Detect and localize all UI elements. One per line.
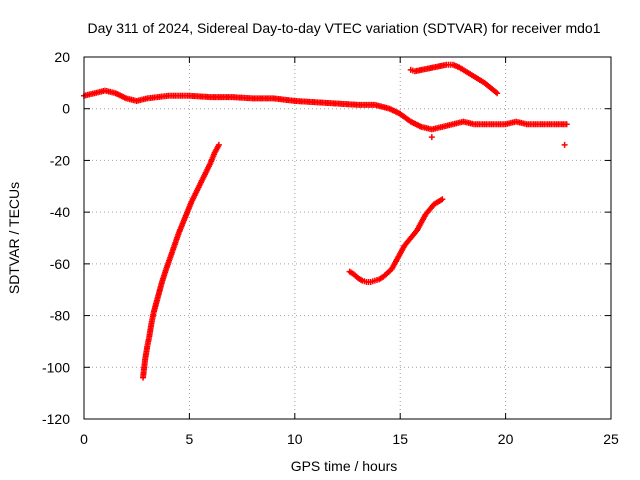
- x-tick-label: 25: [603, 431, 619, 447]
- series-rising-track-1: [140, 141, 222, 381]
- y-axis-label: SDTVAR / TECUs: [6, 182, 22, 294]
- data-point: [561, 141, 568, 148]
- data-point: [494, 90, 501, 97]
- data-point: [563, 121, 570, 128]
- data-point: [439, 196, 446, 203]
- chart-title: Day 311 of 2024, Sidereal Day-to-day VTE…: [87, 20, 600, 36]
- x-tick-label: 0: [80, 431, 88, 447]
- series-isolated-points: [428, 134, 568, 148]
- y-tick-label: -20: [50, 152, 70, 168]
- y-tick-label: 0: [62, 101, 70, 117]
- y-tick-label: -40: [50, 204, 70, 220]
- y-tick-label: -80: [50, 308, 70, 324]
- series-flat-track: [81, 87, 570, 133]
- series-arc-track: [346, 196, 446, 285]
- x-tick-label: 20: [498, 431, 514, 447]
- data-point: [215, 141, 222, 148]
- plot-frame: [83, 56, 612, 420]
- y-tick-label: 20: [54, 49, 70, 65]
- y-tick-label: -120: [42, 411, 70, 427]
- x-axis-label: GPS time / hours: [291, 458, 398, 474]
- data-points: [81, 61, 570, 381]
- series-upper-track: [407, 61, 501, 97]
- x-tick-label: 10: [287, 431, 303, 447]
- x-tick-label: 15: [392, 431, 408, 447]
- y-tick-label: -100: [42, 359, 70, 375]
- grid: [84, 57, 611, 419]
- y-tick-label: -60: [50, 256, 70, 272]
- data-point: [428, 134, 435, 141]
- x-tick-label: 5: [186, 431, 194, 447]
